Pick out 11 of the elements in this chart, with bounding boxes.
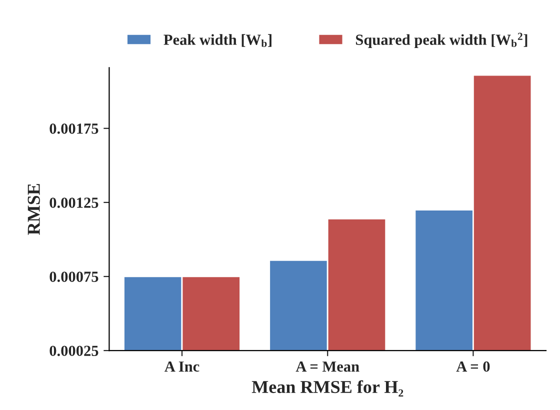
x-axis-title: Mean RMSE for H₂ bbox=[252, 380, 404, 397]
y-tick-label: 0.00175 bbox=[50, 124, 98, 134]
y-axis-title: RMSE bbox=[28, 184, 40, 235]
x-tick-label: A Inc bbox=[164, 361, 200, 372]
y-tick-label: 0.00075 bbox=[50, 272, 98, 282]
y-tick-label: 0.00025 bbox=[50, 346, 98, 356]
y-tick-label: 0.00125 bbox=[50, 198, 98, 208]
legend-label: Peak width [W$_{b}$] bbox=[164, 34, 272, 47]
x-tick-label: A = Mean bbox=[296, 361, 360, 372]
x-tick-label: A = 0 bbox=[456, 361, 490, 372]
legend-label: Squared peak width [W$_{b}$$^{2}$] bbox=[356, 32, 528, 48]
